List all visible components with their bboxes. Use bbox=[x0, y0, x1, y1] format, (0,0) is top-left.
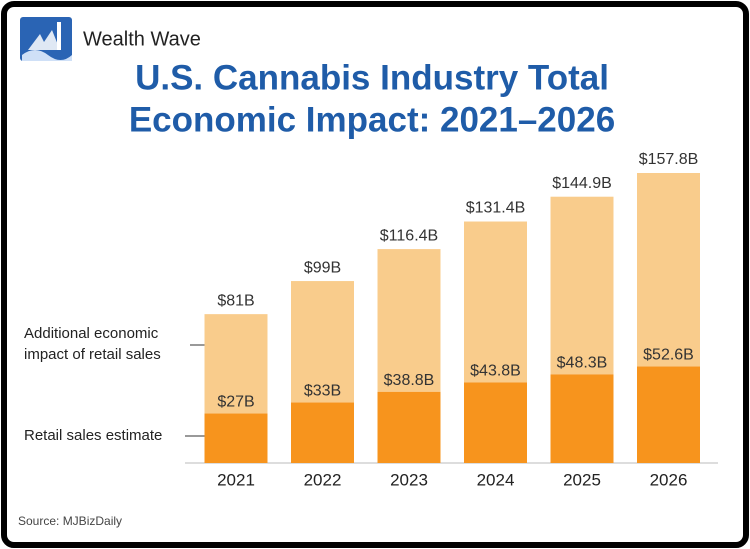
x-tick-label: 2021 bbox=[217, 470, 255, 489]
total-label: $99B bbox=[304, 259, 341, 276]
bar-segment bbox=[637, 366, 700, 463]
bar-segment bbox=[464, 382, 527, 463]
bar-segment bbox=[550, 374, 614, 463]
logo bbox=[20, 17, 72, 61]
bar-segment bbox=[377, 249, 441, 392]
bar-segment bbox=[637, 173, 700, 367]
source: Source: MJBizDaily bbox=[18, 514, 122, 528]
x-tick-label: 2025 bbox=[563, 470, 601, 489]
bar-segment bbox=[464, 221, 527, 383]
bar-segment bbox=[550, 196, 614, 375]
x-tick-label: 2026 bbox=[650, 470, 688, 489]
bar-segment bbox=[291, 281, 354, 403]
bar-segment bbox=[204, 413, 268, 463]
brand: Wealth Wave bbox=[83, 28, 201, 50]
legend-label: Retail sales estimate bbox=[24, 427, 162, 444]
x-tick-label: 2023 bbox=[390, 470, 428, 489]
value-label: $43.8B bbox=[470, 363, 521, 380]
bar-segment bbox=[377, 391, 441, 463]
bar-segment bbox=[204, 314, 268, 414]
total-label: $116.4B bbox=[380, 227, 438, 244]
chart-title: U.S. Cannabis Industry Total bbox=[135, 58, 609, 97]
total-label: $144.9B bbox=[552, 175, 612, 192]
chart-subtitle: Economic Impact: 2021–2026 bbox=[129, 100, 615, 139]
total-label: $81B bbox=[217, 292, 254, 309]
x-tick-label: 2022 bbox=[304, 470, 342, 489]
x-tick-label: 2024 bbox=[477, 470, 515, 489]
value-label: $38.8B bbox=[384, 372, 435, 389]
bar-segment bbox=[291, 402, 354, 463]
value-label: $52.6B bbox=[643, 347, 694, 364]
value-label: $33B bbox=[304, 383, 341, 400]
legend-label: Additional economic impact of retail sal… bbox=[24, 325, 161, 363]
total-label: $157.8B bbox=[639, 151, 699, 168]
value-label: $27B bbox=[217, 394, 254, 411]
total-label: $131.4B bbox=[466, 200, 526, 217]
value-label: $48.3B bbox=[557, 354, 608, 371]
